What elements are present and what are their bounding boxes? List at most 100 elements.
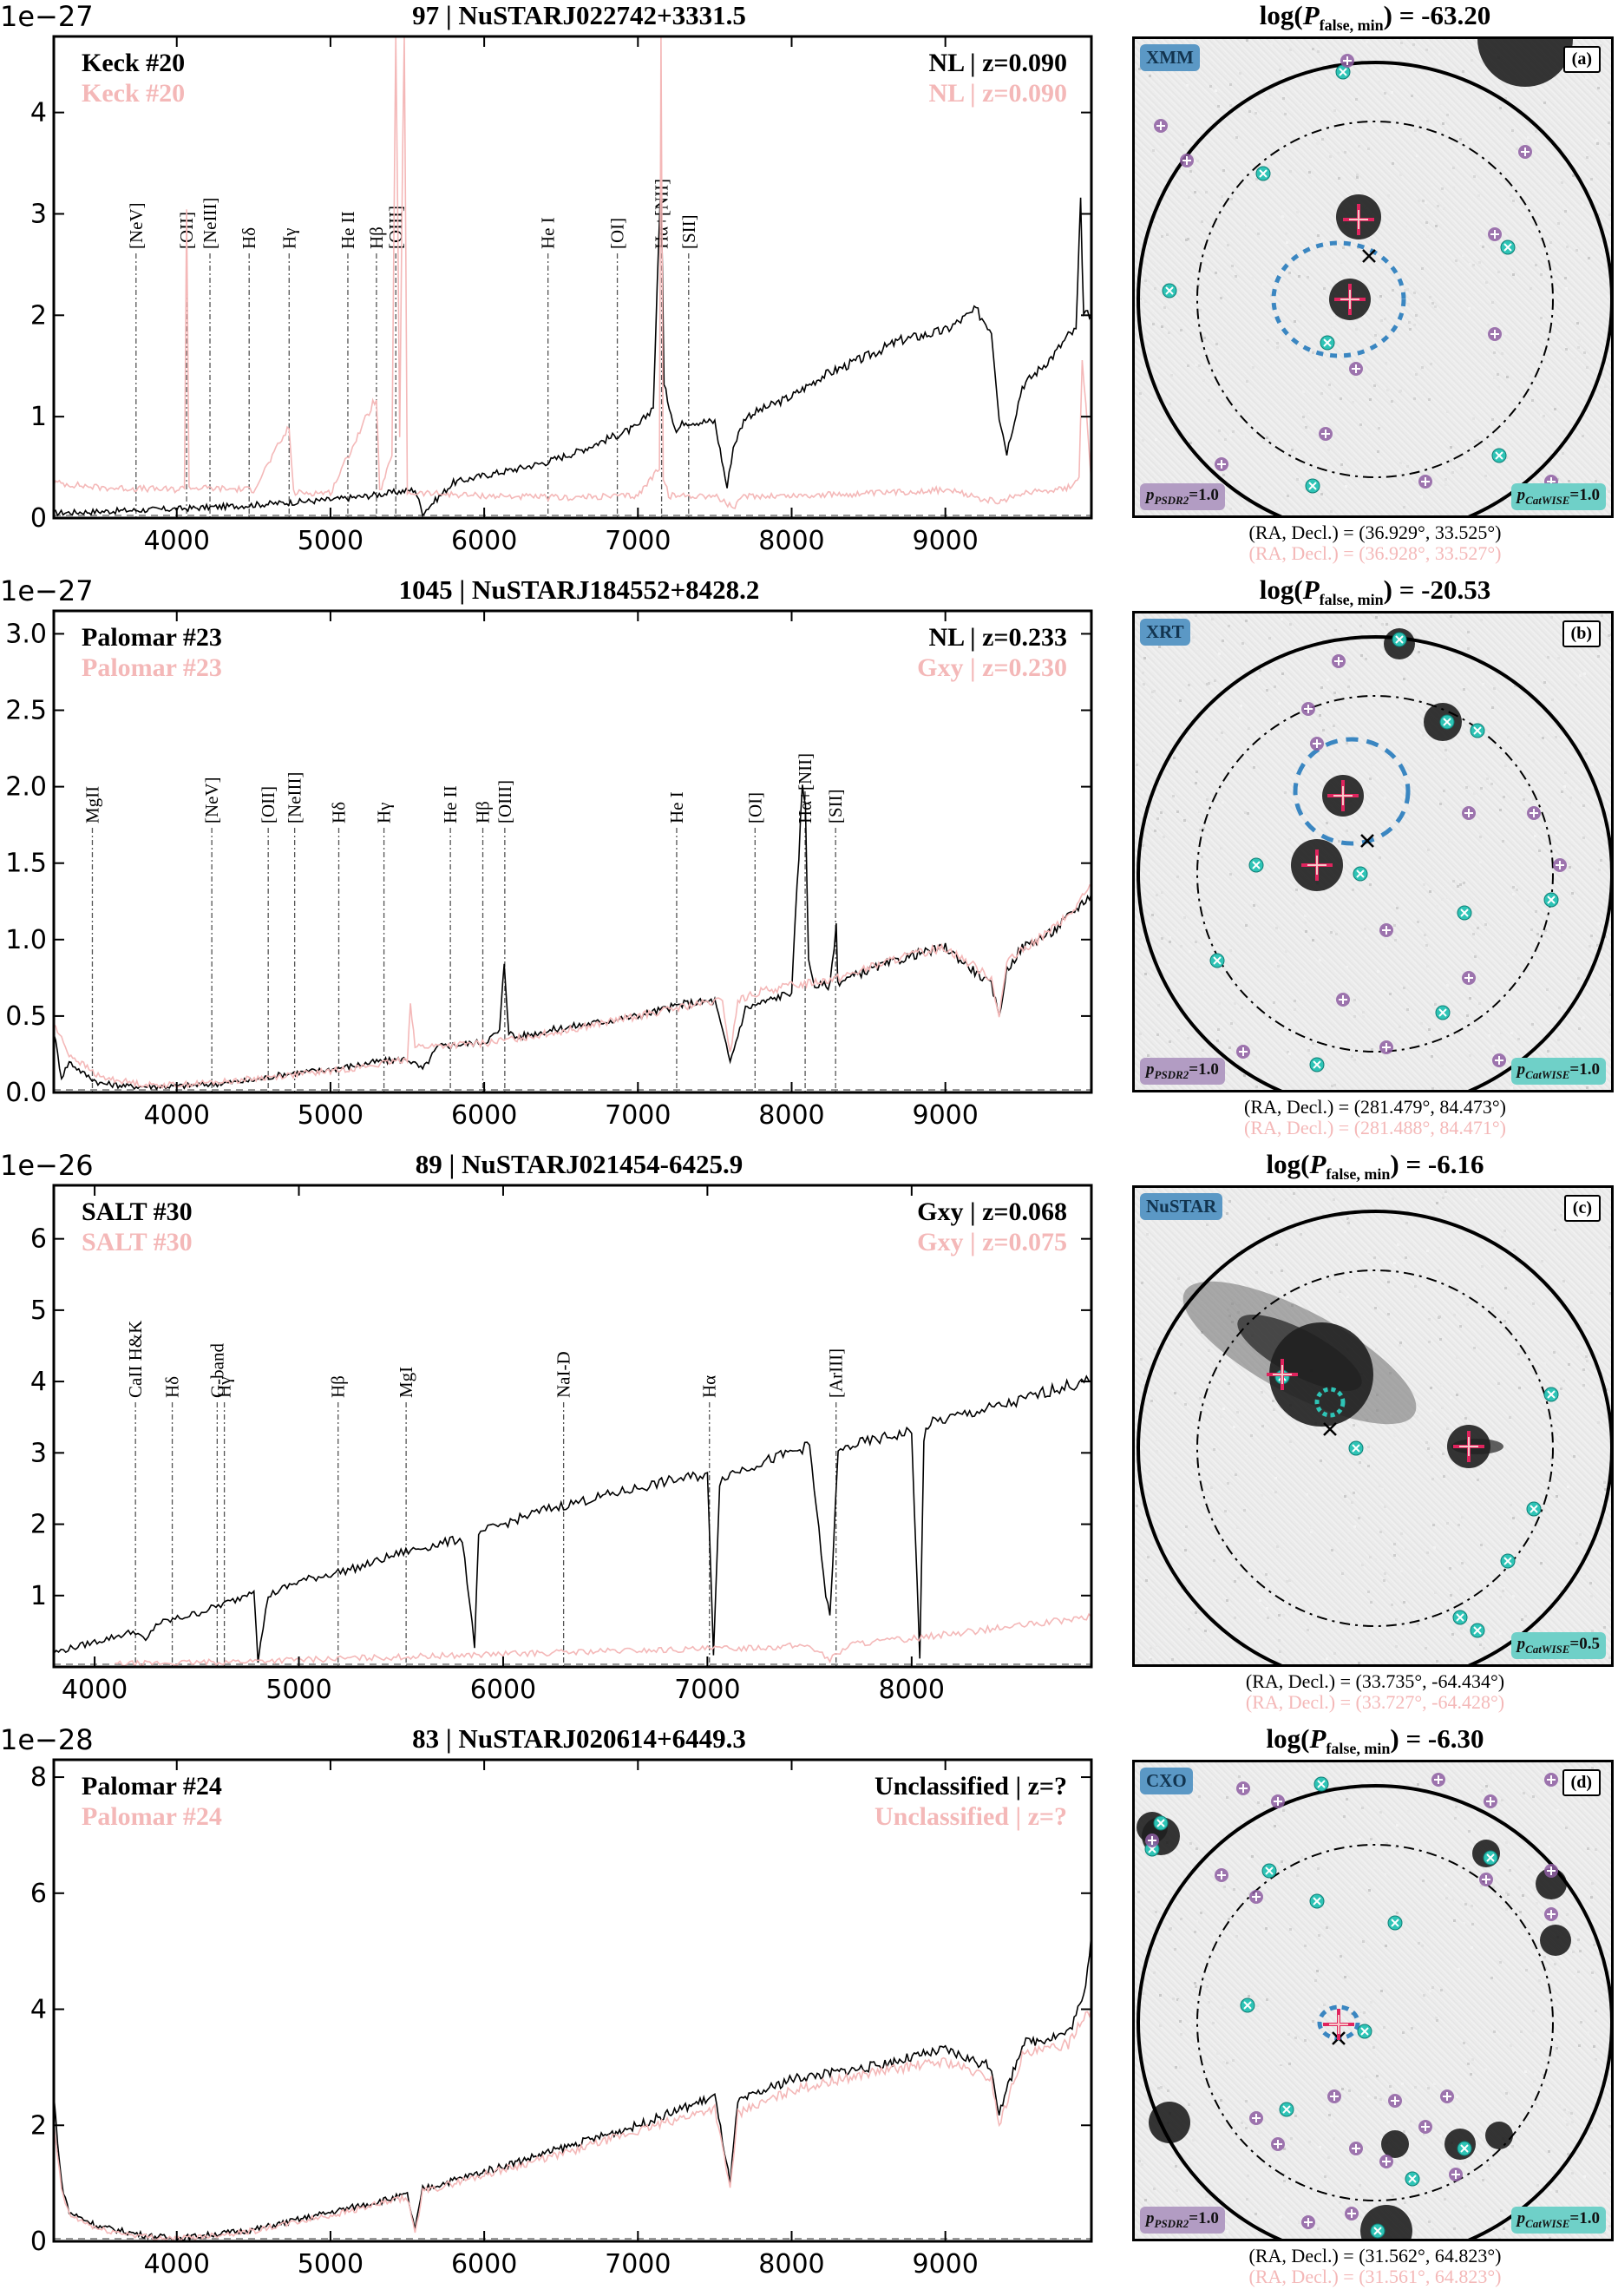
noise-pixel	[1291, 1058, 1294, 1060]
noise-pixel	[1515, 954, 1517, 956]
psdr2-marker-plus	[1148, 1836, 1156, 1845]
psdr2-marker-plus	[1252, 1893, 1261, 1901]
noise-pixel	[1304, 915, 1307, 917]
noise-pixel	[1461, 1516, 1464, 1519]
noise-pixel	[1604, 385, 1607, 388]
psdr2-marker-plus	[1343, 56, 1352, 65]
noise-pixel	[1507, 736, 1510, 738]
noise-pixel	[1245, 620, 1248, 622]
noise-pixel	[1174, 1813, 1176, 1815]
psdr2-marker-plus	[1451, 2170, 1460, 2179]
noise-pixel	[1160, 420, 1163, 423]
noise-pixel	[1549, 1024, 1551, 1027]
noise-pixel	[1351, 2012, 1353, 2015]
noise-pixel	[1606, 2109, 1608, 2111]
noise-pixel	[1482, 2179, 1484, 2181]
psdr2-marker-plus	[1495, 1056, 1503, 1065]
noise-pixel	[1461, 1562, 1464, 1565]
noise-pixel	[1361, 1564, 1364, 1566]
noise-pixel	[1497, 1960, 1499, 1963]
noise-pixel	[1170, 374, 1173, 377]
noise-pixel	[1554, 1963, 1556, 1965]
noise-pixel	[1575, 249, 1578, 252]
noise-pixel	[1554, 1229, 1556, 1231]
noise-pixel	[1435, 225, 1438, 227]
noise-pixel	[1142, 1992, 1144, 1995]
source-blob	[1269, 1322, 1373, 1427]
noise-pixel	[1393, 1434, 1396, 1437]
noise-pixel	[1444, 1193, 1447, 1196]
noise-pixel	[1582, 204, 1584, 207]
noise-pixel	[1463, 882, 1465, 884]
noise-pixel	[1458, 2196, 1460, 2199]
noise-pixel	[1183, 916, 1186, 919]
noise-pixel	[1435, 2017, 1438, 2019]
noise-pixel	[1410, 2120, 1412, 2122]
noise-pixel	[1543, 2074, 1545, 2076]
noise-pixel	[1201, 856, 1203, 858]
spectrum-series-black	[53, 784, 1092, 1091]
noise-pixel	[1228, 1918, 1230, 1920]
noise-pixel	[1565, 348, 1568, 351]
catwise-marker-x	[1456, 1613, 1464, 1622]
noise-pixel	[1329, 155, 1332, 158]
noise-pixel	[1374, 1307, 1377, 1309]
noise-pixel	[1590, 1595, 1593, 1597]
catwise-marker-x	[1352, 1444, 1360, 1453]
noise-pixel	[1289, 170, 1292, 173]
noise-pixel	[1575, 684, 1577, 686]
catwise-marker-x	[1503, 243, 1512, 252]
noise-pixel	[1604, 1488, 1607, 1491]
noise-pixel	[1532, 2010, 1535, 2012]
noise-pixel	[1216, 2052, 1219, 2055]
noise-pixel	[1169, 403, 1171, 405]
noise-pixel	[1603, 1481, 1606, 1484]
legend-instrument-alt: Palomar #24	[82, 1802, 222, 1831]
noise-pixel	[1351, 1501, 1353, 1504]
noise-pixel	[1143, 1373, 1145, 1375]
noise-pixel	[1601, 790, 1603, 792]
noise-pixel	[1532, 2030, 1535, 2032]
noise-pixel	[1608, 2125, 1611, 2128]
noise-pixel	[1556, 1809, 1559, 1812]
noise-pixel	[1209, 1567, 1212, 1570]
psdr2-marker-plus	[1547, 1910, 1556, 1919]
noise-pixel	[1359, 2184, 1361, 2187]
noise-pixel	[1597, 922, 1600, 925]
psdr2-marker-plus	[1421, 2122, 1430, 2131]
noise-pixel	[1222, 801, 1224, 804]
counterpart-cross-alt	[1340, 290, 1359, 309]
psdr2-probability-badge: pPSDR2=1.0	[1140, 483, 1225, 510]
noise-pixel	[1137, 1221, 1140, 1223]
noise-pixel	[1436, 2019, 1438, 2022]
noise-pixel	[1194, 191, 1196, 194]
noise-pixel	[1353, 1525, 1356, 1528]
noise-pixel	[1509, 1525, 1511, 1527]
noise-pixel	[1189, 950, 1191, 953]
x-tick-label: 8000	[758, 1100, 824, 1131]
noise-pixel	[1195, 614, 1197, 617]
noise-pixel	[1403, 678, 1405, 680]
noise-pixel	[1320, 1460, 1322, 1462]
noise-pixel	[1187, 364, 1189, 367]
noise-pixel	[1321, 138, 1324, 141]
noise-pixel	[1246, 473, 1248, 476]
y-tick-label: 0.5	[5, 1001, 47, 1032]
noise-pixel	[1320, 493, 1323, 495]
y-tick-label: 8	[30, 1762, 47, 1793]
noise-pixel	[1255, 1086, 1258, 1088]
noise-pixel	[1519, 1911, 1522, 1913]
noise-pixel	[1477, 143, 1480, 146]
noise-pixel	[1228, 363, 1231, 365]
noise-pixel	[1426, 235, 1429, 238]
psdr2-marker-plus	[1217, 1871, 1226, 1879]
inner-radius-circle	[1196, 121, 1554, 478]
noise-pixel	[1525, 1969, 1528, 1971]
noise-pixel	[1610, 633, 1611, 636]
noise-pixel	[1538, 1459, 1541, 1461]
noise-pixel	[1535, 910, 1537, 913]
noise-pixel	[1608, 213, 1611, 216]
noise-pixel	[1200, 1912, 1202, 1914]
noise-pixel	[1517, 2013, 1520, 2016]
noise-pixel	[1182, 1533, 1185, 1536]
